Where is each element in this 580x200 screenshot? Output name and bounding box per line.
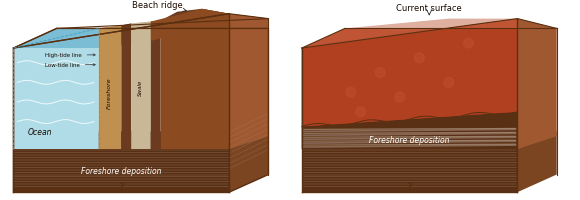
Polygon shape: [151, 10, 269, 42]
Polygon shape: [302, 20, 557, 49]
Text: Ocean: Ocean: [28, 127, 52, 136]
Polygon shape: [13, 132, 269, 149]
Text: Beach ridge: Beach ridge: [132, 1, 186, 12]
Polygon shape: [345, 20, 517, 32]
Text: Low-tide line: Low-tide line: [45, 63, 95, 68]
Circle shape: [346, 88, 356, 98]
Polygon shape: [99, 26, 121, 49]
Circle shape: [395, 93, 405, 102]
Circle shape: [415, 54, 425, 63]
Polygon shape: [131, 22, 151, 44]
Circle shape: [356, 107, 365, 117]
Polygon shape: [99, 26, 121, 149]
Text: High-tide line: High-tide line: [45, 53, 95, 58]
Polygon shape: [161, 10, 229, 149]
Text: Swale: Swale: [139, 80, 143, 96]
Polygon shape: [131, 22, 151, 149]
Polygon shape: [229, 15, 269, 149]
Polygon shape: [302, 132, 557, 149]
Text: Foreshore deposition: Foreshore deposition: [81, 166, 162, 175]
Text: ?: ?: [407, 181, 412, 191]
Text: Current surface: Current surface: [396, 4, 462, 13]
Polygon shape: [517, 132, 557, 192]
Polygon shape: [121, 24, 131, 149]
Polygon shape: [229, 132, 269, 192]
Text: ?: ?: [118, 181, 124, 191]
Polygon shape: [151, 21, 161, 149]
Polygon shape: [517, 20, 557, 149]
Polygon shape: [302, 112, 517, 149]
Polygon shape: [13, 149, 229, 192]
Text: Foreshore: Foreshore: [107, 77, 112, 108]
Circle shape: [375, 68, 385, 78]
Polygon shape: [161, 10, 269, 29]
Polygon shape: [302, 20, 517, 127]
Text: Foreshore deposition: Foreshore deposition: [369, 135, 450, 144]
Polygon shape: [13, 29, 99, 49]
Polygon shape: [302, 149, 517, 192]
Circle shape: [444, 78, 454, 88]
Polygon shape: [13, 29, 99, 149]
Polygon shape: [302, 20, 517, 149]
Circle shape: [463, 39, 473, 49]
Polygon shape: [121, 24, 131, 46]
